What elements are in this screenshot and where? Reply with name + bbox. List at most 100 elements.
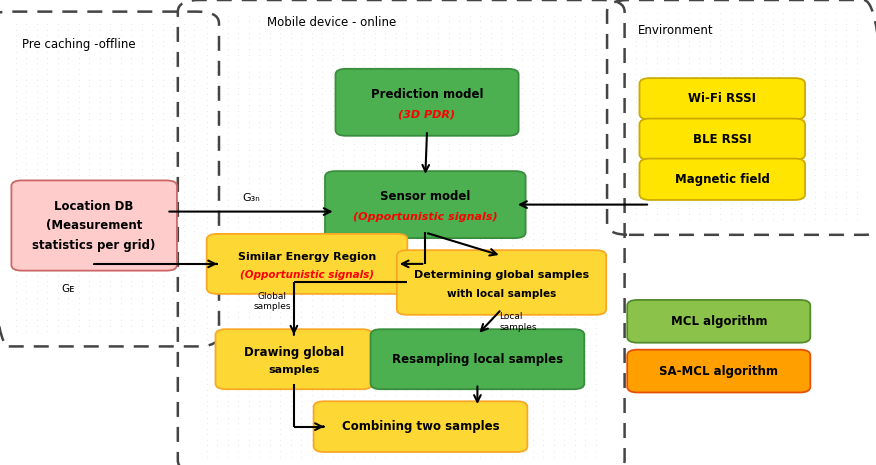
Point: [156, 216, 170, 223]
Point: [452, 12, 466, 20]
Point: [72, 327, 86, 335]
Point: [114, 299, 128, 307]
Point: [177, 149, 191, 156]
Point: [93, 65, 107, 73]
Text: SA-MCL algorithm: SA-MCL algorithm: [660, 365, 778, 378]
Point: [210, 168, 224, 176]
Point: [557, 96, 571, 103]
Point: [536, 90, 550, 98]
Point: [420, 101, 434, 109]
Point: [252, 297, 266, 304]
Point: [650, 110, 664, 117]
Point: [776, 160, 790, 167]
Point: [505, 146, 519, 153]
Point: [187, 305, 201, 312]
Point: [734, 32, 748, 39]
Point: [252, 392, 266, 399]
Point: [72, 99, 86, 106]
Point: [442, 364, 456, 371]
Point: [839, 71, 853, 78]
Point: [378, 442, 392, 449]
Point: [9, 316, 23, 324]
Point: [347, 135, 361, 142]
Point: [420, 96, 434, 103]
Point: [766, 177, 780, 184]
Point: [526, 174, 540, 181]
Point: [378, 330, 392, 338]
Point: [484, 341, 498, 349]
Point: [231, 152, 245, 159]
Point: [745, 132, 759, 140]
Point: [703, 166, 717, 173]
Point: [473, 18, 487, 25]
Point: [177, 232, 191, 240]
Point: [51, 65, 65, 73]
Point: [473, 241, 487, 248]
Point: [703, 104, 717, 112]
Point: [713, 171, 727, 179]
Point: [305, 185, 319, 193]
Point: [61, 93, 75, 100]
Point: [494, 85, 508, 92]
Point: [578, 185, 592, 193]
Point: [378, 168, 392, 176]
Point: [135, 82, 149, 89]
Point: [526, 397, 540, 405]
Point: [231, 85, 245, 92]
Point: [9, 210, 23, 218]
Point: [30, 266, 44, 273]
Text: (3D PDR): (3D PDR): [399, 110, 456, 120]
Point: [177, 260, 191, 268]
Point: [252, 380, 266, 388]
Point: [357, 325, 371, 332]
Point: [242, 62, 256, 70]
Point: [557, 347, 571, 354]
Point: [818, 166, 832, 173]
Point: [40, 87, 54, 95]
Point: [368, 246, 382, 254]
Point: [787, 87, 801, 95]
Point: [682, 26, 696, 33]
Point: [536, 224, 550, 232]
Point: [177, 71, 191, 78]
Point: [166, 283, 180, 290]
Point: [410, 207, 424, 215]
Point: [389, 269, 403, 276]
Point: [326, 57, 340, 64]
Point: [357, 107, 371, 114]
Point: [177, 93, 191, 100]
Point: [526, 325, 540, 332]
Point: [135, 260, 149, 268]
Point: [536, 46, 550, 53]
Point: [221, 313, 235, 321]
Point: [755, 82, 769, 89]
Point: [242, 185, 256, 193]
Point: [145, 283, 159, 290]
Point: [713, 193, 727, 201]
Point: [51, 305, 65, 312]
Point: [9, 277, 23, 285]
Point: [315, 219, 329, 226]
Point: [82, 288, 96, 296]
Point: [420, 330, 434, 338]
Point: [578, 202, 592, 209]
Point: [368, 336, 382, 343]
Point: [755, 15, 769, 22]
Point: [734, 216, 748, 223]
Point: [336, 146, 350, 153]
Point: [745, 182, 759, 190]
Point: [210, 352, 224, 360]
Point: [124, 60, 138, 67]
Point: [505, 280, 519, 287]
Point: [452, 436, 466, 444]
Point: [399, 152, 413, 159]
Point: [808, 205, 822, 212]
Point: [93, 43, 107, 50]
Point: [231, 12, 245, 20]
Point: [484, 146, 498, 153]
Point: [336, 34, 350, 42]
Point: [484, 352, 498, 360]
Point: [420, 129, 434, 137]
Point: [336, 274, 350, 282]
Point: [547, 258, 561, 265]
